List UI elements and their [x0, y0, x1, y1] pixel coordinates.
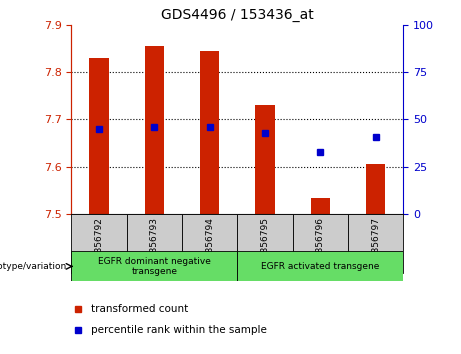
- Bar: [348, 214, 403, 273]
- Text: genotype/variation: genotype/variation: [0, 262, 67, 271]
- Bar: [71, 214, 127, 273]
- Text: GSM856796: GSM856796: [316, 217, 325, 272]
- Bar: [237, 251, 403, 281]
- Bar: [127, 214, 182, 273]
- Bar: [255, 105, 275, 214]
- Bar: [145, 46, 164, 214]
- Text: GSM856797: GSM856797: [371, 217, 380, 272]
- Text: GSM856793: GSM856793: [150, 217, 159, 272]
- Bar: [366, 165, 385, 214]
- Bar: [89, 58, 109, 214]
- Text: percentile rank within the sample: percentile rank within the sample: [91, 325, 267, 336]
- Bar: [182, 214, 237, 273]
- Bar: [71, 251, 237, 281]
- Text: EGFR dominant negative
transgene: EGFR dominant negative transgene: [98, 257, 211, 276]
- Bar: [311, 198, 330, 214]
- Text: transformed count: transformed count: [91, 304, 189, 314]
- Text: GSM856794: GSM856794: [205, 217, 214, 272]
- Bar: [237, 214, 293, 273]
- Text: EGFR activated transgene: EGFR activated transgene: [261, 262, 379, 271]
- Title: GDS4496 / 153436_at: GDS4496 / 153436_at: [161, 8, 314, 22]
- Text: GSM856792: GSM856792: [95, 217, 104, 272]
- Text: GSM856795: GSM856795: [260, 217, 270, 272]
- Bar: [293, 214, 348, 273]
- Bar: [200, 51, 219, 214]
